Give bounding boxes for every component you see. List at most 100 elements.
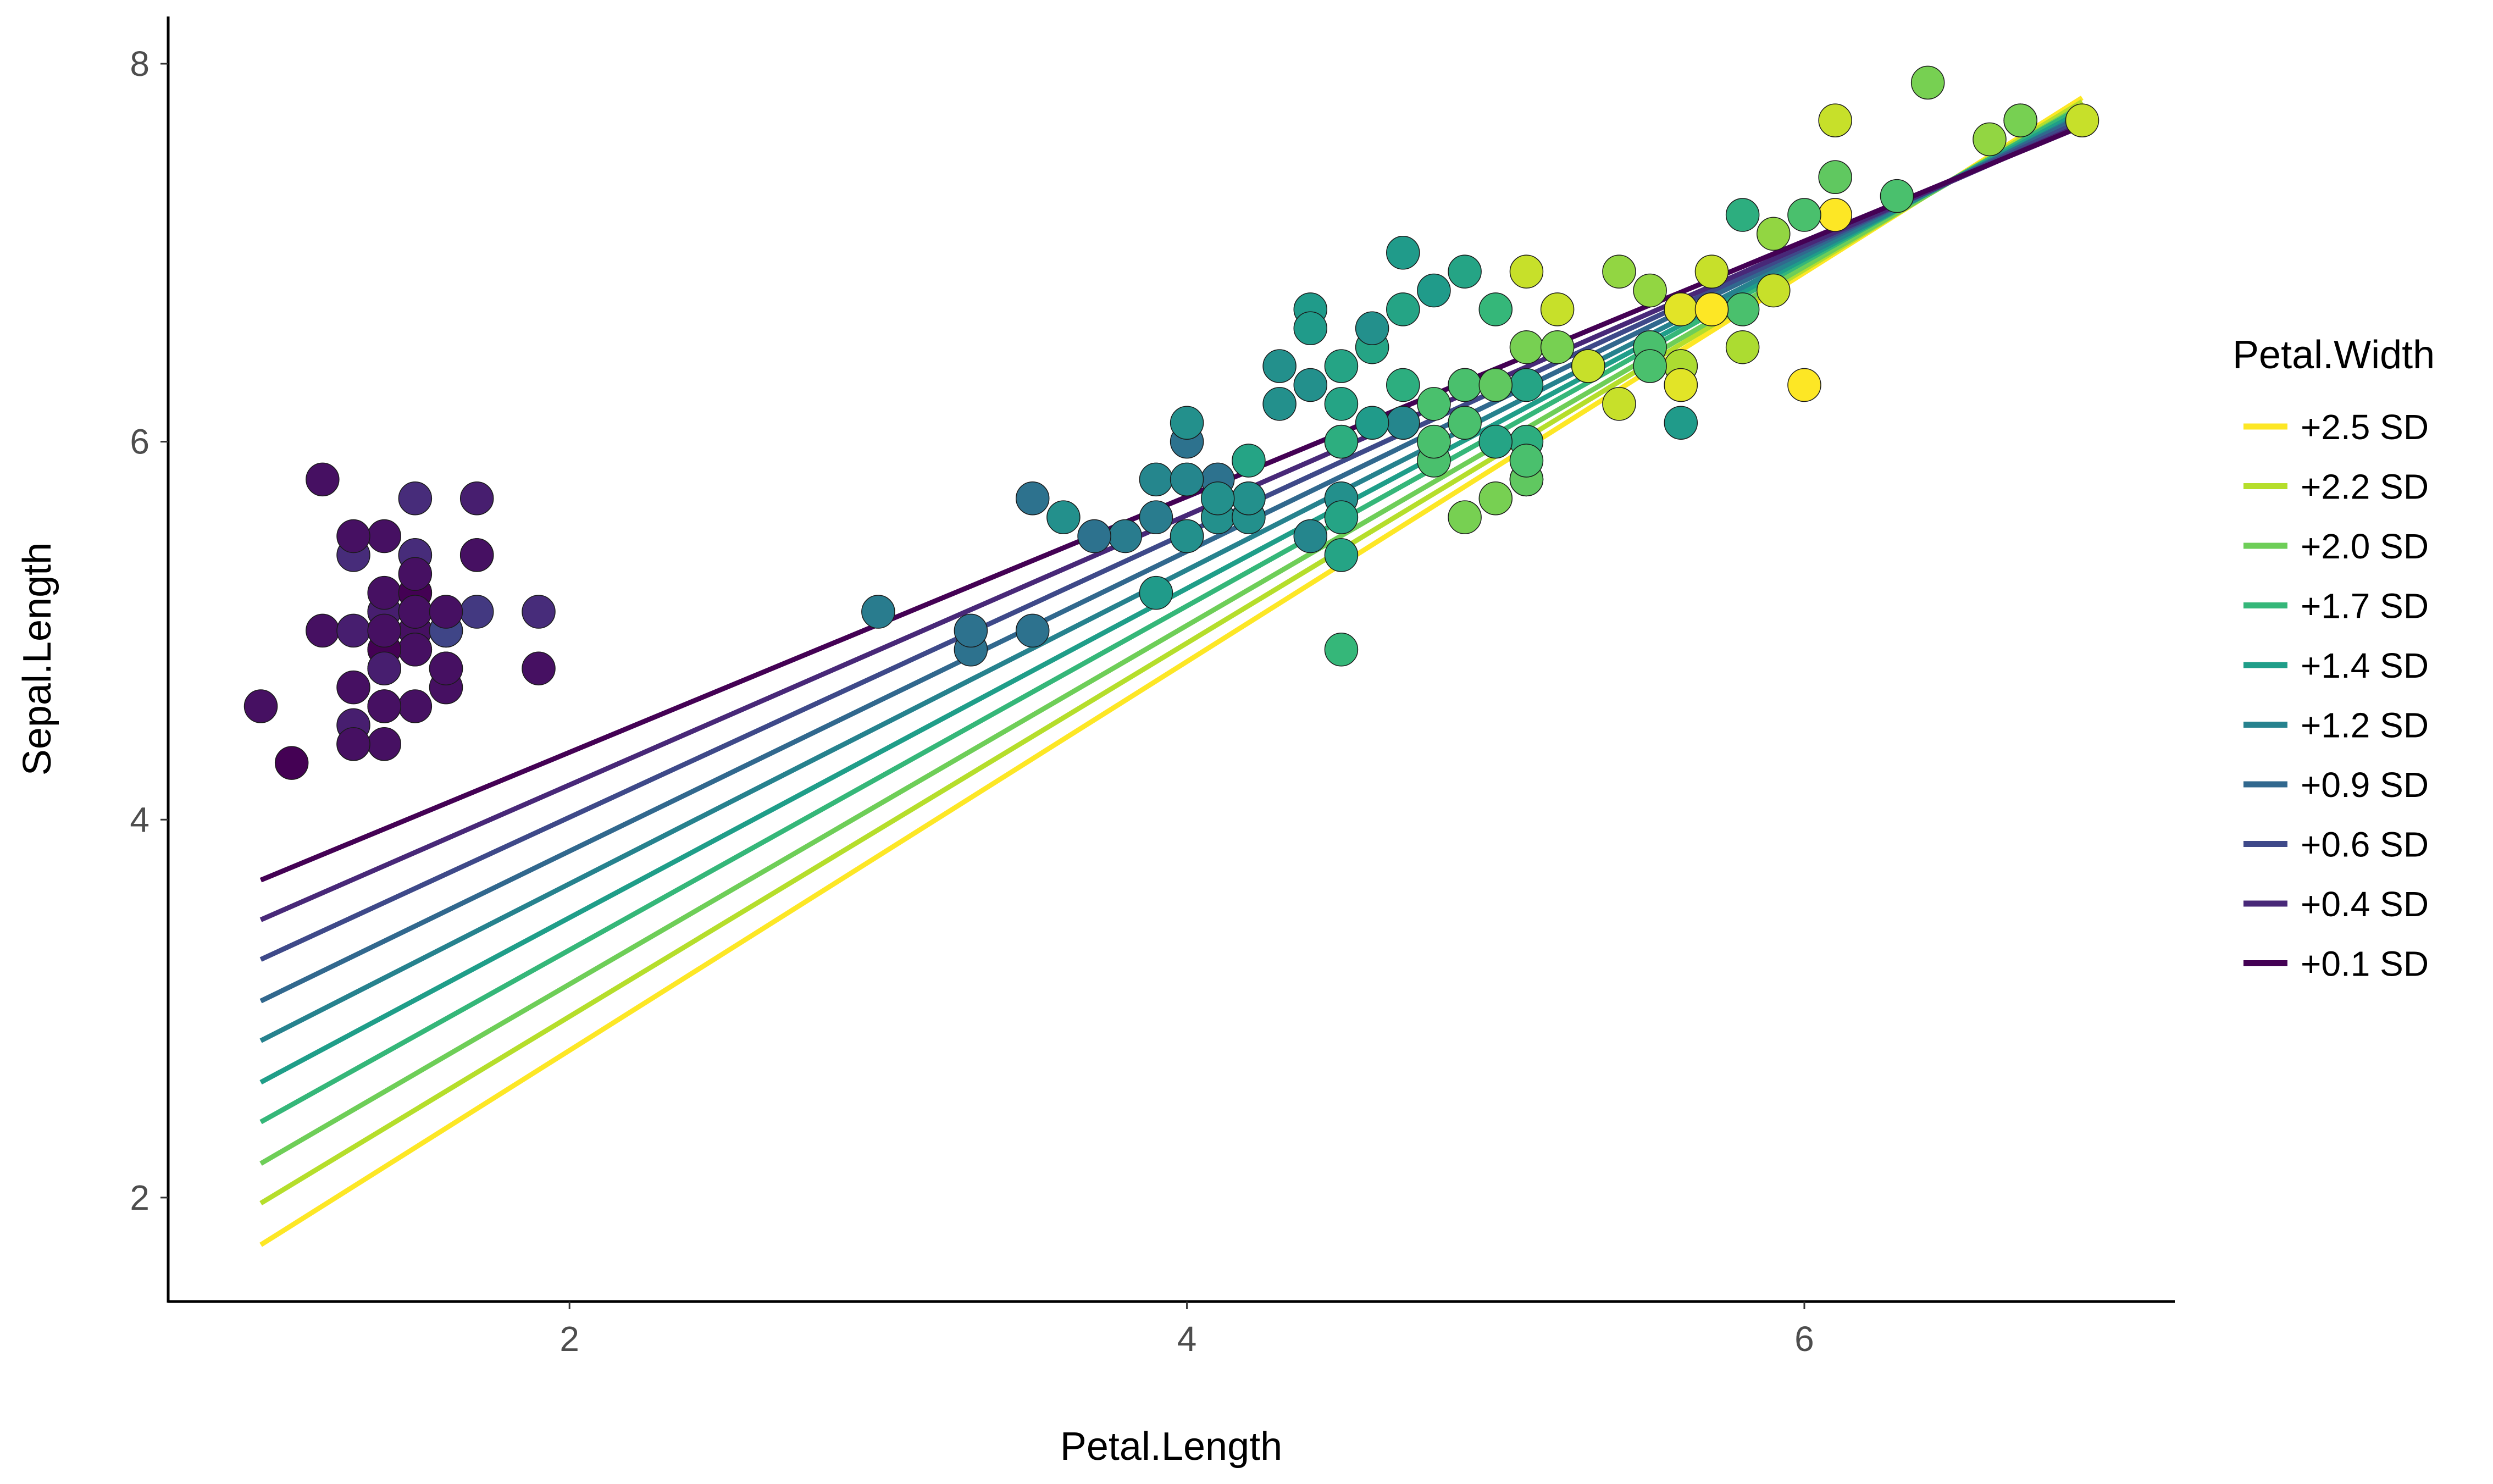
data-point: [1910, 65, 1945, 100]
x-tick-label: 6: [1794, 1319, 1814, 1359]
data-point: [522, 595, 556, 629]
data-point: [1170, 406, 1204, 440]
data-point: [1293, 519, 1328, 553]
data-point: [1324, 349, 1359, 383]
data-point: [1633, 273, 1667, 308]
data-point: [954, 613, 988, 648]
data-point: [1725, 198, 1760, 232]
data-point: [1725, 330, 1760, 364]
data-point: [2003, 103, 2037, 137]
y-axis-title: Sepal.Length: [15, 542, 59, 776]
data-point: [367, 727, 401, 761]
data-point: [1355, 311, 1389, 346]
legend-label: +2.5 SD: [2301, 407, 2429, 447]
data-point: [1262, 387, 1297, 421]
data-point: [1818, 198, 1852, 232]
y-tick-label: 2: [130, 1178, 149, 1217]
data-point: [1386, 406, 1420, 440]
data-point: [1324, 538, 1359, 572]
data-point: [1324, 424, 1359, 459]
data-point: [1880, 179, 1914, 213]
data-point: [1417, 273, 1451, 308]
data-point: [398, 689, 433, 723]
data-point: [2065, 103, 2099, 137]
data-point: [367, 689, 401, 723]
data-point: [1787, 198, 1821, 232]
data-point: [1571, 349, 1605, 383]
data-point: [1293, 368, 1328, 402]
data-point: [1757, 273, 1791, 308]
data-point: [1664, 292, 1698, 326]
data-point: [1015, 613, 1050, 648]
data-point: [1448, 406, 1482, 440]
y-tick-label: 6: [130, 422, 149, 462]
data-point: [1478, 424, 1513, 459]
fit-line-3: [259, 103, 2084, 1166]
data-point: [1139, 500, 1173, 534]
data-points: [243, 65, 2099, 780]
data-point: [398, 481, 433, 516]
data-point: [1139, 462, 1173, 497]
x-tick-label: 2: [559, 1319, 579, 1359]
data-point: [1509, 368, 1544, 402]
y-tick-label: 4: [130, 800, 149, 839]
legend-label: +2.0 SD: [2301, 527, 2429, 566]
data-point: [1478, 292, 1513, 326]
data-point: [243, 689, 278, 723]
data-point: [1540, 330, 1575, 364]
fit-line-7: [259, 114, 2084, 1004]
legend-label: +0.4 SD: [2301, 884, 2429, 924]
data-point: [1448, 500, 1482, 534]
data-point: [1386, 236, 1420, 270]
data-point: [429, 651, 463, 685]
data-point: [1324, 633, 1359, 667]
data-point: [1509, 444, 1544, 478]
data-point: [1015, 481, 1050, 516]
data-point: [1664, 406, 1698, 440]
data-point: [1077, 519, 1111, 553]
data-point: [1170, 462, 1204, 497]
data-point: [1818, 103, 1852, 137]
data-point: [459, 481, 494, 516]
x-tick-label: 4: [1177, 1319, 1197, 1359]
data-point: [367, 519, 401, 553]
data-point: [1262, 349, 1297, 383]
data-point: [1478, 481, 1513, 516]
data-point: [1046, 500, 1081, 534]
data-point: [1509, 330, 1544, 364]
data-point: [336, 727, 370, 761]
legend-label: +1.2 SD: [2301, 706, 2429, 745]
legend-label: +2.2 SD: [2301, 467, 2429, 507]
data-point: [1664, 368, 1698, 402]
data-point: [306, 613, 340, 648]
data-point: [367, 575, 401, 610]
data-point: [1448, 368, 1482, 402]
data-point: [1417, 387, 1451, 421]
data-point: [522, 651, 556, 685]
data-point: [1293, 311, 1328, 346]
data-point: [1324, 500, 1359, 534]
data-point: [336, 519, 370, 553]
data-point: [1139, 575, 1173, 610]
data-point: [306, 462, 340, 497]
data-point: [1386, 368, 1420, 402]
legend-title: Petal.Width: [2232, 333, 2435, 377]
data-point: [1478, 368, 1513, 402]
data-point: [336, 613, 370, 648]
data-point: [1232, 481, 1266, 516]
data-point: [1725, 292, 1760, 326]
data-point: [1448, 254, 1482, 289]
data-point: [336, 670, 370, 705]
data-point: [1602, 254, 1636, 289]
y-axis-ticks: 2 4 6 8: [130, 44, 168, 1217]
data-point: [1694, 254, 1729, 289]
legend-label: +0.9 SD: [2301, 765, 2429, 805]
legend: Petal.Width +2.5 SD +2.2 SD +2.0 SD +1.7 SD…: [2232, 333, 2435, 984]
fit-line-10: [259, 124, 2084, 883]
x-axis-ticks: 2 4 6: [559, 1302, 1814, 1359]
data-point: [1417, 424, 1451, 459]
legend-label: +0.6 SD: [2301, 825, 2429, 865]
data-point: [274, 746, 309, 780]
data-point: [1973, 122, 2007, 157]
